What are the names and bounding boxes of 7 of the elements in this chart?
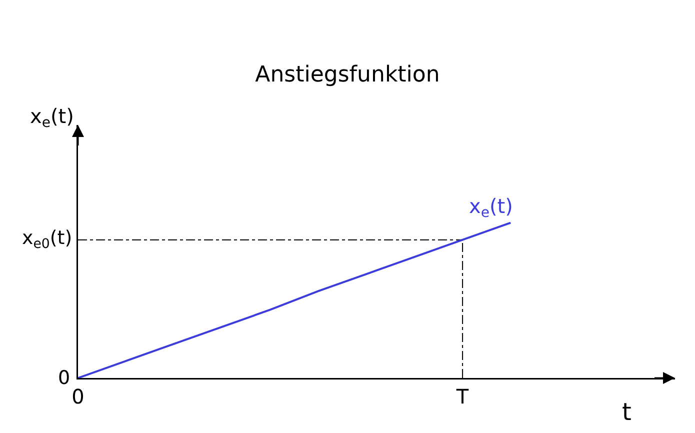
annotation: 0: [58, 367, 70, 389]
x-axis-title: t: [622, 398, 632, 426]
series-label: x$_{e}$(t): [469, 194, 513, 222]
chart-title: Anstiegsfunktion: [255, 62, 440, 88]
y-axis-title: x$_{e}$(t): [30, 104, 74, 132]
ref-line-label: x$_{e0}$(t): [22, 227, 72, 252]
x-tick-label: T: [455, 384, 470, 408]
